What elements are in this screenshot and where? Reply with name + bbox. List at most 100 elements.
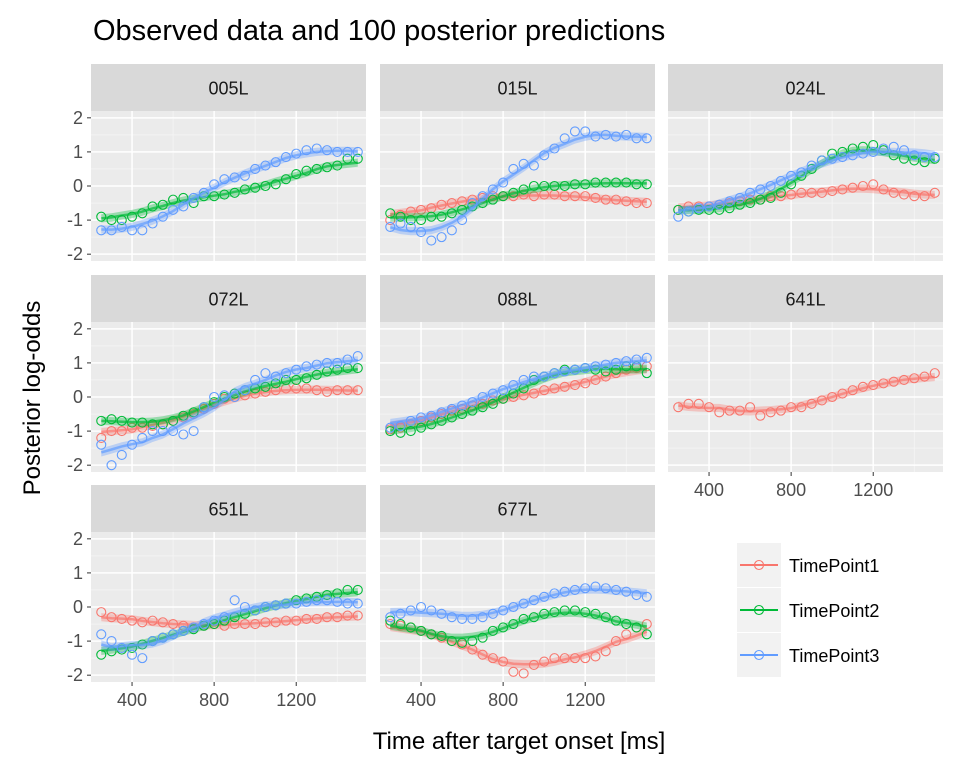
data-point [518,613,529,624]
data-point [539,180,550,192]
data-point [847,385,858,396]
data-point [528,160,539,171]
data-point [178,201,189,212]
data-point [508,191,519,202]
facet-strip-label: 651L [208,500,248,520]
data-point [786,189,797,200]
data-point [498,177,509,188]
facet-strip-label: 015L [497,79,537,99]
data-point [559,586,570,597]
data-point [775,187,786,198]
data-point [528,595,539,606]
data-point [590,608,601,619]
data-point [446,636,457,647]
data-point [600,583,611,594]
data-point [260,381,271,392]
prediction-line [390,359,647,425]
data-point [311,385,322,396]
data-point [352,584,363,596]
data-point [641,179,652,190]
data-point [291,148,302,159]
data-point [898,189,910,200]
data-point [683,206,694,217]
data-point [631,590,642,601]
prediction-band [678,147,935,215]
data-point [385,615,396,626]
data-point [600,359,611,370]
data-point [301,145,312,156]
data-point [467,636,478,647]
data-point [321,386,333,397]
prediction-line [100,359,358,454]
data-point [342,584,353,596]
data-point [270,385,281,396]
data-point [641,352,652,363]
data-point [580,583,591,594]
data-point [436,199,447,210]
prediction-band [101,356,358,457]
data-point [610,636,622,647]
data-point [250,374,261,386]
data-point [610,364,622,375]
data-point [188,622,199,633]
data-point [219,174,230,185]
prediction-band [390,356,647,428]
data-point [436,232,447,243]
data-point [385,618,396,630]
data-point [724,405,735,416]
data-point [352,146,363,157]
data-point [549,180,560,192]
data-point [786,402,797,413]
data-point [96,432,107,443]
data-point [868,380,879,391]
data-point [847,182,858,193]
facet-015L: 015L [380,64,655,261]
facet-strip [380,64,655,111]
data-point [580,378,591,389]
data-point [610,357,622,368]
data-point [168,629,179,640]
data-point [487,625,498,636]
data-point [600,177,611,188]
data-point [426,211,437,222]
data-point [457,400,468,411]
data-point [857,381,869,392]
data-point [147,218,158,229]
data-point [332,612,343,623]
data-point [96,629,107,640]
facet-strip-label: 641L [785,290,825,310]
data-point [487,194,498,205]
data-point [229,391,240,403]
data-point [291,364,302,375]
y-tick-label: 1 [73,353,83,373]
legend-item-TimePoint1: TimePoint1 [737,543,879,587]
data-point [137,225,148,236]
data-point [518,158,529,169]
legend: TimePoint1 TimePoint2 TimePoint3 [737,543,879,677]
chart-title: Observed data and 100 posterior predicti… [93,15,665,47]
data-point [260,601,271,613]
data-point [775,405,786,416]
data-point [178,429,189,440]
data-point [436,211,447,222]
data-point [569,605,581,616]
data-point [96,415,107,426]
data-point [116,449,127,461]
data-point [518,390,529,401]
series-TimePoint3 [385,126,652,246]
data-point [580,653,591,664]
data-point [641,629,652,640]
data-point [559,180,570,192]
data-point [385,221,396,232]
data-point [188,192,199,203]
data-point [498,605,509,616]
data-point [209,179,220,190]
data-point [415,625,427,636]
data-point [280,374,292,386]
data-point [631,179,642,190]
data-point [178,625,189,636]
data-point [116,215,127,226]
data-point [467,613,478,624]
data-point [559,381,570,392]
